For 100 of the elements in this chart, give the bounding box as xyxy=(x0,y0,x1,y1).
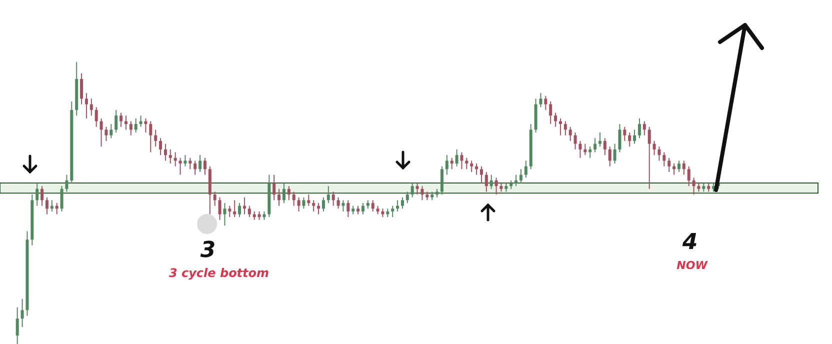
candlestick xyxy=(539,92,542,108)
candlestick xyxy=(648,126,651,190)
candlestick xyxy=(129,120,132,136)
candlestick xyxy=(332,191,335,206)
candlestick xyxy=(213,191,216,206)
candlestick xyxy=(84,92,88,119)
candlestick xyxy=(524,160,528,178)
candlestick xyxy=(578,140,582,158)
candlestick xyxy=(16,306,19,344)
candlestick xyxy=(20,298,24,328)
candlestick xyxy=(554,112,558,128)
candlestick xyxy=(633,129,636,144)
candlestick xyxy=(228,205,232,218)
candlestick xyxy=(90,98,93,116)
candlestick xyxy=(455,148,458,167)
candlestick xyxy=(282,182,286,204)
candlestick xyxy=(287,186,290,201)
annotation: 3 xyxy=(200,238,216,263)
candlestick xyxy=(574,132,577,150)
candlestick xyxy=(652,140,656,156)
candlestick xyxy=(188,157,192,170)
candlestick xyxy=(450,157,454,170)
candlestick xyxy=(134,118,138,133)
candlestick xyxy=(139,115,142,128)
candlestick xyxy=(94,106,98,128)
candlestick xyxy=(484,171,488,192)
candlestick xyxy=(549,100,552,125)
candlestick xyxy=(692,177,696,196)
candlestick xyxy=(307,194,310,206)
candlestick xyxy=(178,157,182,176)
candlestick xyxy=(677,160,680,172)
candlestick xyxy=(558,118,562,136)
candlestick xyxy=(114,109,118,133)
candlestick xyxy=(480,166,483,184)
candlestick xyxy=(326,186,330,204)
candlestick xyxy=(154,129,158,148)
candlestick xyxy=(164,143,167,162)
candlestick xyxy=(608,146,612,167)
candlestick xyxy=(292,191,296,206)
candlestick xyxy=(159,138,162,156)
candlestick xyxy=(342,200,345,212)
candlestick xyxy=(60,186,64,212)
candlestick xyxy=(346,200,350,218)
candlestick xyxy=(278,188,281,206)
candlestick xyxy=(598,132,602,148)
candlestick xyxy=(618,124,622,153)
candlestick xyxy=(662,152,666,167)
annotation: 3 cycle bottom xyxy=(168,266,270,280)
candlestick xyxy=(519,168,522,184)
candlestick xyxy=(682,160,686,176)
candlestick xyxy=(642,120,646,136)
candlestick xyxy=(594,138,597,153)
candlestick xyxy=(297,196,300,212)
candlestick xyxy=(198,154,202,172)
candlestick xyxy=(564,120,567,136)
candlestick xyxy=(184,154,187,167)
candlestick xyxy=(322,196,325,212)
candlestick xyxy=(628,132,632,148)
candlestick xyxy=(218,196,222,220)
candlestick xyxy=(465,157,468,170)
annotation: 4 xyxy=(681,230,698,255)
candlestick xyxy=(124,115,128,130)
candlestick xyxy=(168,148,172,164)
candlestick xyxy=(400,196,404,210)
candlestick xyxy=(361,202,364,215)
candlestick xyxy=(312,200,316,212)
candlestick xyxy=(687,166,690,187)
candlestick xyxy=(144,118,148,133)
candlestick xyxy=(45,196,48,215)
candlestick xyxy=(638,118,641,139)
candlestick xyxy=(336,196,340,210)
candlestick xyxy=(544,95,548,110)
candlestick xyxy=(445,154,448,176)
candlestick xyxy=(460,152,464,170)
candlestick xyxy=(65,174,68,192)
candlestick xyxy=(568,126,572,142)
candlestick xyxy=(420,186,424,201)
annotation: NOW xyxy=(676,259,708,272)
candlestick xyxy=(668,157,671,172)
candlestick xyxy=(658,146,661,162)
candlestick xyxy=(613,143,616,164)
candlestick xyxy=(100,118,103,148)
candlestick xyxy=(494,177,498,196)
candlestick xyxy=(514,174,518,187)
candlestick xyxy=(110,124,113,139)
candlestick xyxy=(223,202,226,226)
candlestick xyxy=(80,72,84,105)
candlestick xyxy=(406,191,409,204)
candlestick xyxy=(238,202,242,218)
candlestick xyxy=(194,160,197,176)
candlestick xyxy=(490,174,493,190)
candlestick xyxy=(470,160,474,172)
candlestick xyxy=(391,205,394,218)
candlestick xyxy=(371,200,374,212)
candlestick xyxy=(36,182,39,206)
candlestick xyxy=(149,120,152,153)
candlestick xyxy=(440,166,444,196)
candlestick xyxy=(40,186,44,206)
candlestick xyxy=(603,138,606,156)
candlestick xyxy=(410,182,414,198)
